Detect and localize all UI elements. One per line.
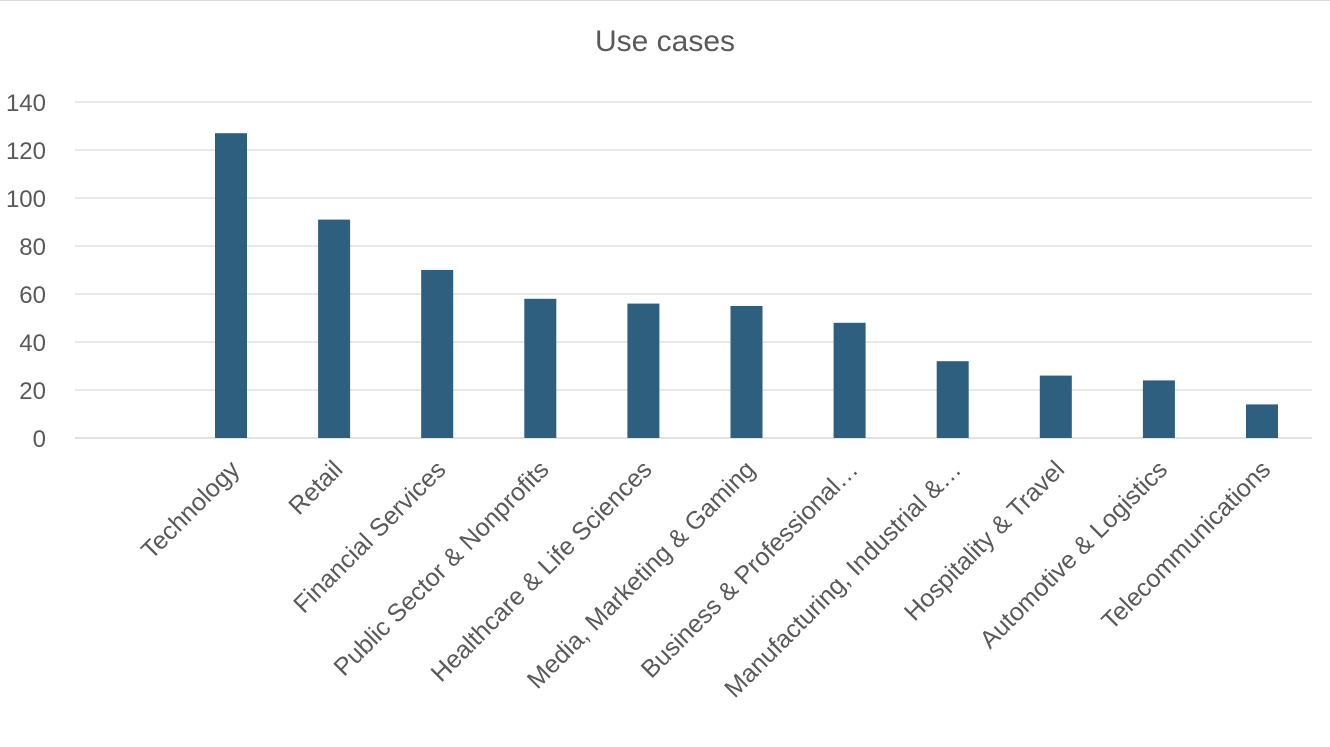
bar xyxy=(730,306,763,438)
bar xyxy=(936,361,969,438)
y-tick-label: 20 xyxy=(19,378,46,405)
y-tick-label: 120 xyxy=(6,138,46,165)
bar xyxy=(1039,375,1072,438)
y-tick-label: 100 xyxy=(6,186,46,213)
x-tick-label: Healthcare & Life Sciences xyxy=(426,455,658,687)
bar xyxy=(421,270,454,438)
bar xyxy=(215,133,247,438)
y-tick-label: 60 xyxy=(19,282,46,309)
x-tick-label: Business & Professional… xyxy=(636,455,864,683)
x-tick-label: Retail xyxy=(283,455,348,520)
x-tick-label: Public Sector & Nonprofits xyxy=(328,455,554,681)
x-tick-label: Automotive & Logistics xyxy=(975,455,1174,654)
y-tick-label: 0 xyxy=(33,426,46,453)
y-tick-label: 140 xyxy=(6,90,46,117)
bar xyxy=(833,322,866,438)
x-tick-label: Technology xyxy=(136,455,246,565)
y-tick-label: 40 xyxy=(19,330,46,357)
bar xyxy=(524,298,557,438)
bar xyxy=(627,303,660,438)
bars xyxy=(215,133,1278,438)
x-tick-label: Telecommunications xyxy=(1096,455,1276,635)
bar xyxy=(1246,404,1278,438)
gridlines xyxy=(75,101,1312,439)
chart-title: Use cases xyxy=(595,25,735,58)
y-tick-label: 80 xyxy=(19,234,46,261)
bar xyxy=(318,219,351,438)
bar xyxy=(1142,380,1175,438)
y-axis-ticks: 0 20 40 60 80 100 120 140 xyxy=(6,90,46,453)
